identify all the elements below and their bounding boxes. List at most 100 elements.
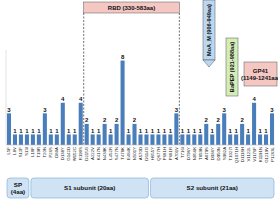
bar	[109, 134, 113, 145]
bar	[67, 134, 71, 145]
bar	[192, 134, 196, 145]
data-label: 2	[133, 117, 137, 123]
data-label: 2	[240, 117, 244, 123]
data-label: 1	[187, 128, 191, 134]
x-tick-label: N501Y	[132, 147, 137, 160]
region: SP(4aa)	[7, 178, 29, 198]
region-text: SP	[14, 181, 22, 188]
data-label: 1	[19, 128, 23, 134]
x-tick-label: H655Y	[150, 147, 155, 160]
bar	[162, 134, 166, 145]
bar	[156, 134, 160, 145]
region-text: (4aa)	[11, 188, 25, 195]
data-label: 1	[91, 128, 95, 134]
data-label: 3	[7, 107, 11, 113]
bar	[43, 113, 47, 145]
bar	[55, 134, 59, 145]
bar	[127, 134, 131, 145]
x-tick-label: S12F	[18, 147, 23, 158]
bar	[121, 61, 125, 145]
x-tick-label: P681R	[168, 147, 173, 160]
x-tick-label: N856K	[192, 147, 197, 160]
data-label: 3	[270, 107, 274, 113]
bar	[180, 134, 184, 145]
data-label: 1	[55, 128, 59, 134]
bar	[228, 134, 232, 145]
x-tick-label: P1263L	[270, 146, 275, 161]
bar	[144, 134, 148, 145]
x-tick-label: T20N	[42, 147, 47, 158]
data-label: 1	[157, 128, 161, 134]
data-label: 1	[258, 128, 262, 134]
annotation-text: GP41	[253, 68, 269, 74]
data-label: 1	[199, 128, 203, 134]
x-tick-label: S477N	[114, 147, 119, 160]
data-label: 1	[25, 128, 29, 134]
x-tick-label: Q677H	[156, 147, 161, 161]
bar	[79, 103, 83, 145]
annotation-text: (1149-1241aa)	[241, 75, 278, 81]
bar	[216, 124, 220, 145]
bar	[91, 134, 95, 145]
bar	[103, 124, 107, 145]
x-tick-labels: L5FL8VS12FS13IL18FT19RT20NP26SD80AD138YG…	[6, 146, 274, 163]
region-text: S2 subunit (21aa)	[187, 184, 238, 191]
data-label: 1	[139, 128, 143, 134]
data-label: 1	[163, 128, 167, 134]
data-label: 1	[234, 128, 238, 134]
region: S2 subunit (21aa)	[150, 178, 274, 198]
annotation-guide	[83, 13, 84, 145]
bar	[85, 124, 89, 145]
data-label: 2	[217, 117, 221, 123]
data-label: 1	[181, 128, 185, 134]
data-label: 1	[264, 128, 268, 134]
bar	[7, 113, 11, 145]
bar	[210, 134, 214, 145]
x-tick-label: S13I	[24, 147, 29, 156]
data-label: 2	[205, 117, 209, 123]
data-label: 1	[211, 128, 215, 134]
data-label: 4	[79, 96, 83, 102]
bar	[37, 134, 41, 145]
bar	[258, 134, 262, 145]
bar	[204, 124, 208, 145]
x-tick-label: D614G	[144, 146, 149, 160]
y-axis-line	[6, 50, 7, 145]
bar	[61, 103, 65, 145]
data-label: 1	[67, 128, 71, 134]
data-label: 2	[115, 117, 119, 123]
x-tick-label: S982A	[222, 147, 227, 160]
x-tick-label: A879S	[204, 147, 209, 160]
data-label: 1	[31, 128, 35, 134]
bar	[19, 134, 23, 145]
x-tick-label: A570D	[138, 147, 143, 160]
bar	[240, 124, 244, 145]
data-label: 8	[121, 54, 125, 60]
x-tick-label: T859N	[198, 147, 203, 160]
bar	[198, 134, 202, 145]
bars	[7, 61, 274, 145]
chart-root: RBD (330-583aa)MoA_M (906-949aa)BaPEP (9…	[0, 0, 278, 200]
bar	[132, 124, 136, 145]
x-tick-label: G142D	[66, 147, 71, 161]
bar	[186, 134, 190, 145]
data-labels: 3111113114114211212812111111311112123112…	[7, 54, 274, 134]
x-tick-label: D936Y	[210, 147, 215, 160]
data-label: 3	[223, 107, 227, 113]
x-tick-label: V1176F	[252, 147, 257, 162]
x-tick-label: T19R	[36, 147, 41, 158]
data-label: 1	[169, 128, 173, 134]
region-text: S1 subunit (20aa)	[64, 184, 115, 191]
x-tick-label: T1027I	[228, 147, 233, 160]
x-tick-label: K1191N	[258, 147, 263, 162]
bar	[25, 134, 29, 145]
annotation: RBD (330-583aa)	[84, 2, 180, 145]
x-tick-label: W152C	[72, 147, 77, 161]
bar	[174, 113, 178, 145]
data-label: 1	[49, 128, 53, 134]
annotation: MoA_M (906-949aa)	[203, 0, 215, 67]
data-label: 1	[13, 128, 17, 134]
x-tick-label: L5F	[6, 147, 11, 155]
data-label: 1	[145, 128, 149, 134]
bar	[97, 134, 101, 145]
